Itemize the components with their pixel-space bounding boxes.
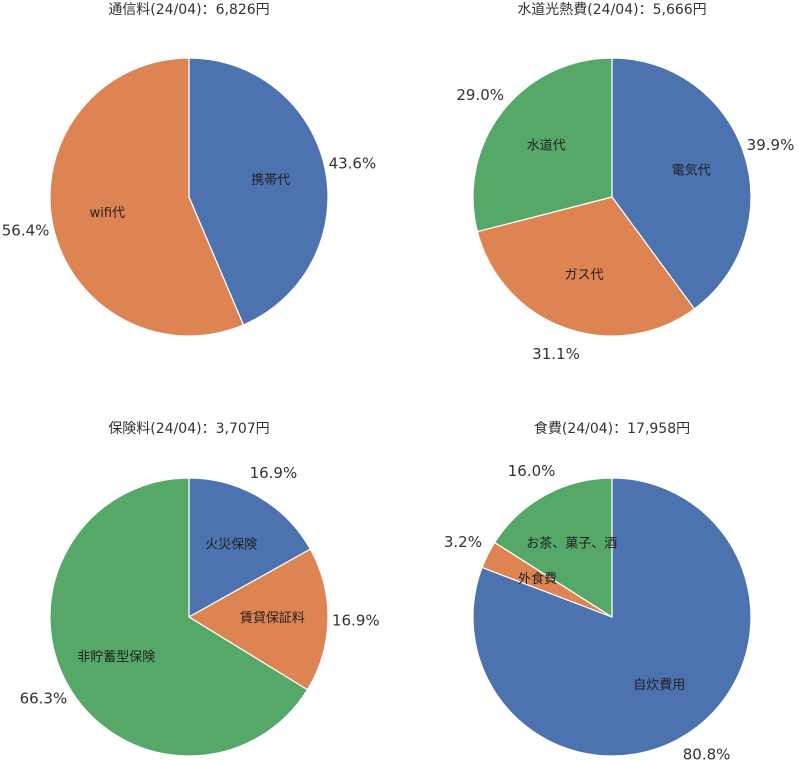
pie-slice xyxy=(188,548,329,691)
pie-slice xyxy=(494,477,613,618)
chart-title: 通信料(24/04)：6,826円 xyxy=(108,2,269,18)
slice-label: ガス代 xyxy=(564,268,603,283)
pie-slice xyxy=(49,477,309,757)
slice-percent-label: 66.3% xyxy=(20,689,68,707)
pie-slice xyxy=(188,477,311,618)
chart-title: 食費(24/04)：17,958円 xyxy=(534,420,690,437)
pie-slice xyxy=(472,477,752,757)
slice-label: 非貯蓄型保険 xyxy=(77,650,155,665)
chart-title: 水道光熱費(24/04)：5,666円 xyxy=(517,2,706,18)
slice-percent-label: 16.9% xyxy=(332,611,380,629)
slice-label: 外食費 xyxy=(518,571,557,587)
slice-label: 火災保険 xyxy=(205,538,257,553)
slice-percent-label: 29.0% xyxy=(456,86,504,104)
pie-slice xyxy=(49,57,244,337)
slice-label: wifi代 xyxy=(90,206,125,221)
slice-label: 携帯代 xyxy=(251,172,290,188)
slice-label: 自炊費用 xyxy=(633,678,685,693)
pie-slice xyxy=(611,57,752,310)
slice-label: 電気代 xyxy=(672,163,711,179)
slice-label: 水道代 xyxy=(527,138,566,153)
slice-percent-label: 31.1% xyxy=(532,345,580,363)
slice-percent-label: 3.2% xyxy=(444,533,482,551)
slice-percent-label: 16.0% xyxy=(508,462,556,480)
slice-label: 賃貸保証料 xyxy=(240,610,305,626)
slice-percent-label: 39.9% xyxy=(747,136,795,154)
pie-slice xyxy=(472,57,613,233)
slice-percent-label: 80.8% xyxy=(683,745,731,761)
chart-title: 保険料(24/04)：3,707円 xyxy=(108,421,269,437)
pie-slice xyxy=(476,196,696,337)
slice-percent-label: 16.9% xyxy=(250,464,298,482)
slice-percent-label: 43.6% xyxy=(329,155,377,173)
slice-label: お茶、菓子、酒 xyxy=(526,535,617,551)
slice-percent-label: 56.4% xyxy=(2,221,50,239)
pie-slice xyxy=(188,57,329,326)
